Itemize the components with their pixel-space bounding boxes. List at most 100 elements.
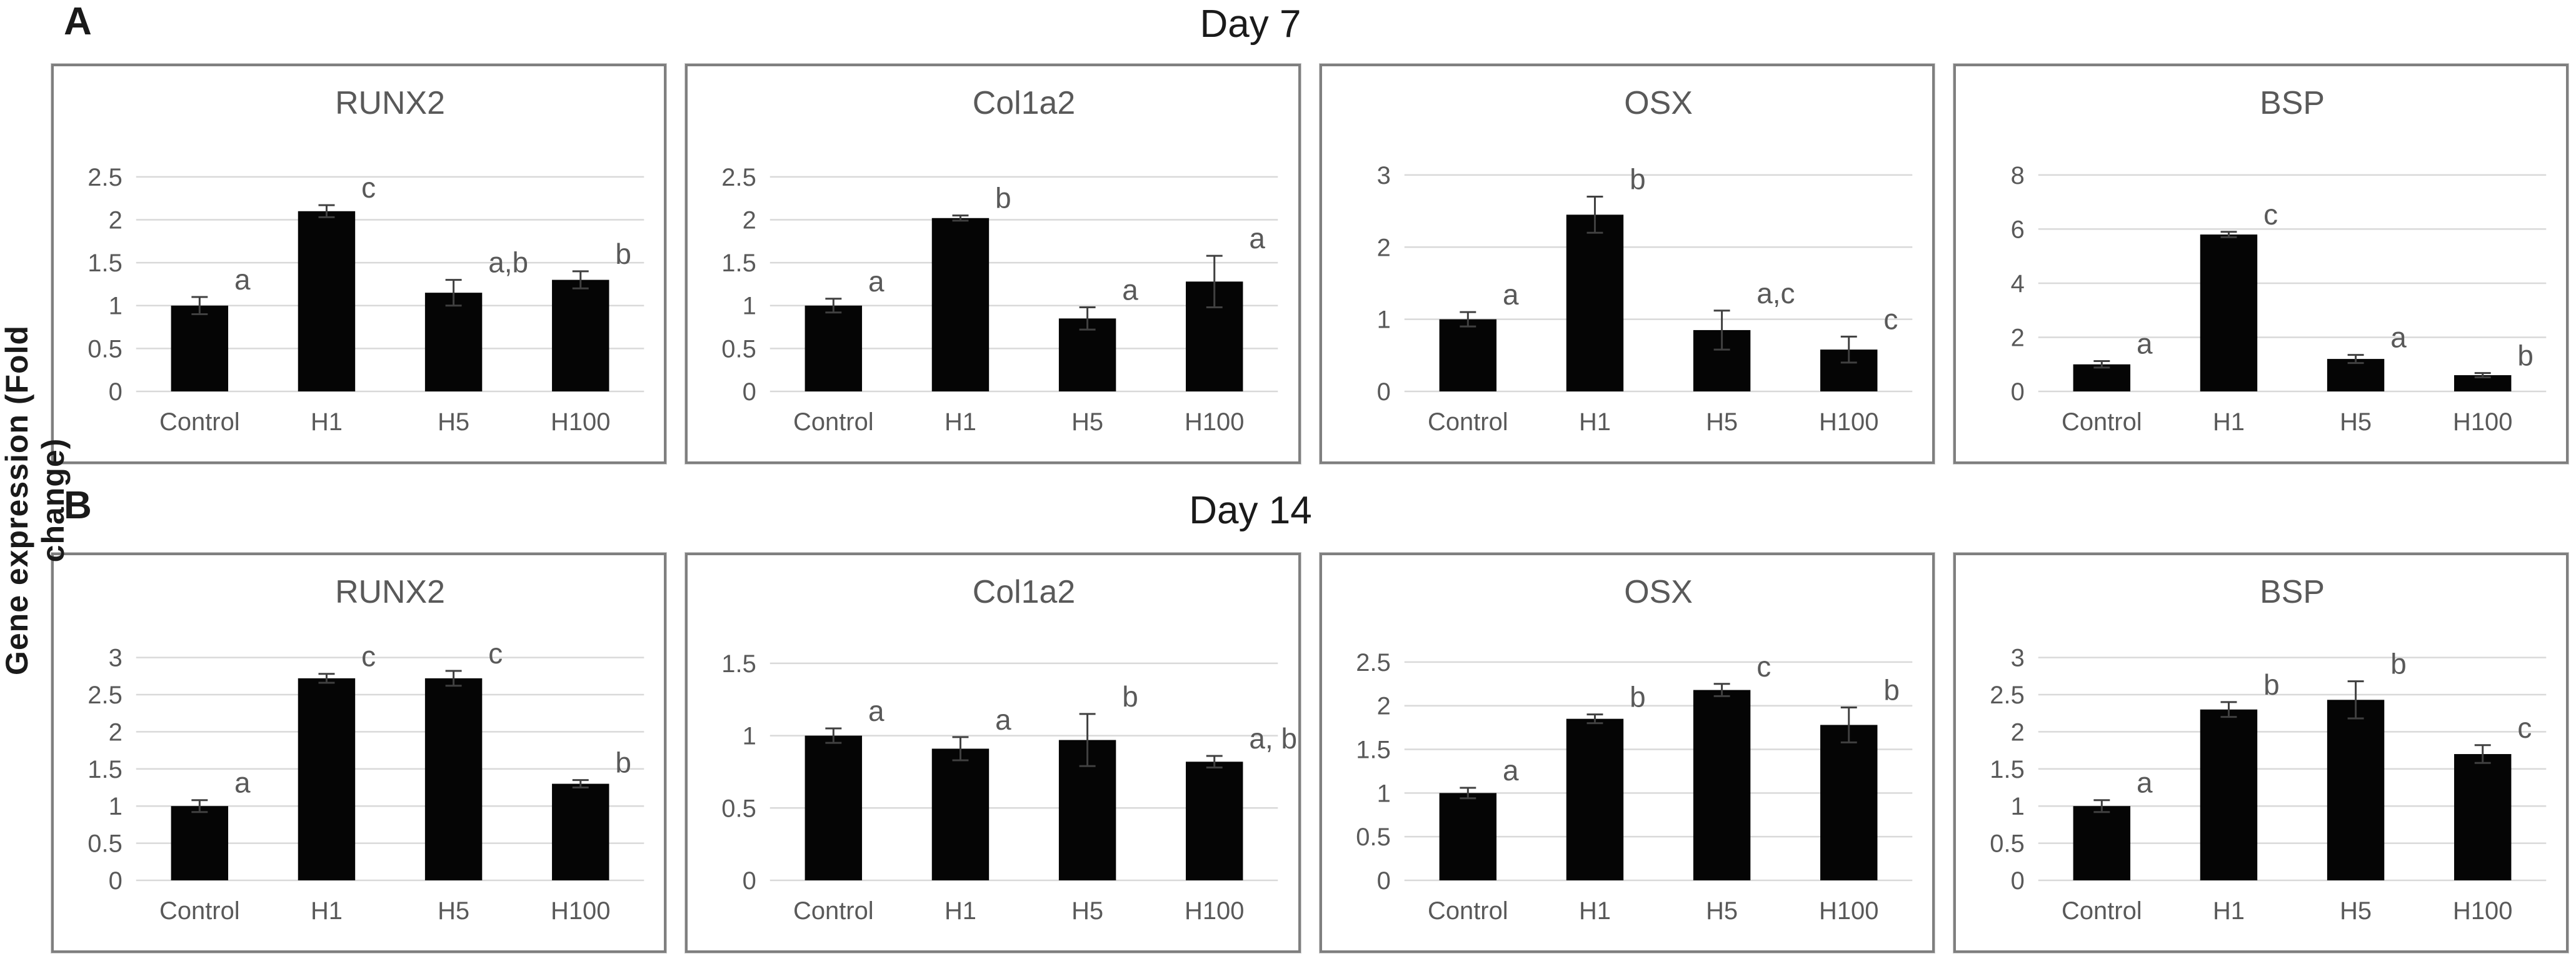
sig-letter: c [361,640,376,673]
sig-letter: b [1630,681,1646,713]
category-label: H100 [1819,408,1878,436]
sig-letter: c [2517,712,2532,744]
y-tick-label: 2 [1376,693,1390,720]
y-tick-label: 1 [743,723,756,750]
sig-letter: a [1123,273,1139,306]
bar [804,305,863,391]
category-label: H100 [1819,897,1878,925]
y-tick-label: 2.5 [1990,682,2024,709]
sig-letter: a [995,703,1011,736]
category-label: H1 [311,408,343,436]
bar [2327,359,2385,391]
y-tick-label: 6 [2010,216,2024,243]
category-label: H100 [2453,408,2512,436]
category-label: Control [2062,408,2142,436]
y-tick-label: 1 [109,793,123,820]
sig-letter: b [615,238,631,270]
bar [2073,806,2130,880]
sig-letter: c [361,171,376,204]
category-label: H5 [438,897,469,925]
bar [804,735,863,880]
y-tick-label: 0 [1376,867,1390,895]
y-tick-label: 3 [109,645,123,672]
y-tick-label: 0.5 [88,335,122,363]
sig-letter: a [234,263,251,296]
y-tick-label: 0.5 [722,795,756,822]
sig-letter: b [615,747,631,779]
chart-panel-bsp-day14: BSP 0 0.5 1 1.5 2 2.5 3 a Control b H1 b H5 c H100 [1952,552,2570,953]
y-tick-label: 1 [1376,780,1390,807]
category-label: Control [1427,408,1508,436]
chart-title: BSP [2260,85,2325,121]
category-label: H100 [1185,408,1244,436]
panels-row-day14: RUNX2 0 0.5 1 1.5 2 2.5 3 a Control c H1 c H5 b H100 Co… [50,552,2570,953]
y-tick-label: 0.5 [88,830,122,858]
y-tick-label: 1.5 [88,756,122,783]
sig-letter: c [488,637,503,670]
y-tick-label: 4 [2010,270,2024,298]
category-label: H5 [438,408,469,436]
y-tick-label: 2 [743,206,756,234]
y-tick-label: 1.5 [722,249,756,277]
category-label: H1 [945,408,976,436]
y-tick-label: 2.5 [88,164,122,191]
y-tick-label: 3 [2010,645,2024,672]
bar [171,806,229,880]
sig-letter: c [1883,303,1898,335]
y-tick-label: 2 [2010,718,2024,746]
bar [2200,709,2257,880]
chart-panel-col1a2-day7: Col1a2 0 0.5 1 1.5 2 2.5 a Control b H1 a H5 a H100 [684,63,1301,465]
sig-letter: a [1250,222,1266,254]
y-tick-label: 1 [2010,793,2024,820]
y-tick-label: 1 [109,293,123,320]
bar [2327,700,2385,880]
chart-panel-osx-day7: OSX 0 1 2 3 a Control b H1 a,c H5 c H100 [1318,63,1935,465]
y-tick-label: 2 [109,206,123,234]
bar [1059,318,1116,391]
chart-title: RUNX2 [335,574,445,610]
category-label: Control [159,897,240,925]
category-label: H5 [1071,897,1103,925]
sig-letter: b [2517,340,2533,372]
bar [552,279,609,391]
y-tick-label: 1.5 [88,249,122,277]
chart-panel-col1a2-day14: Col1a2 0 0.5 1 1.5 a Control a H1 b H5 a, b H100 [684,552,1301,953]
chart-panel-osx-day14: OSX 0 0.5 1 1.5 2 2.5 a Control b H1 c H5 b H100 [1318,552,1935,953]
sig-letter: a, b [1250,722,1298,755]
bar-chart-svg: BSP 0 0.5 1 1.5 2 2.5 3 a Control b H1 b H5 c H100 [1990,574,2547,925]
y-tick-label: 0 [743,378,756,406]
sig-letter: a [868,695,885,727]
bar [298,211,356,391]
y-tick-label: 2 [1376,234,1390,261]
y-tick-label: 1.5 [722,650,756,678]
y-tick-label: 2 [2010,324,2024,351]
sig-letter: b [995,182,1011,214]
y-tick-label: 0 [743,867,756,895]
bar-chart-svg: BSP 0 2 4 6 8 a Control c H1 a H5 b H100 [2010,85,2547,436]
sig-letter: a,b [488,246,528,279]
y-tick-label: 0 [109,378,123,406]
sig-letter: c [1757,650,1771,683]
bar-chart-svg: Col1a2 0 0.5 1 1.5 2 2.5 a Control b H1 a H5 a H100 [722,85,1278,436]
bar [2453,754,2512,880]
panel-letter-a: A [64,0,92,43]
category-label: H5 [2340,408,2372,436]
category-label: Control [159,408,240,436]
bar [932,218,990,391]
sig-letter: b [2263,668,2280,701]
sig-letter: a,c [1757,277,1795,309]
bar [2073,364,2130,391]
sig-letter: a [1503,278,1519,311]
y-tick-label: 0.5 [722,335,756,363]
category-label: H100 [2453,897,2512,925]
category-label: H5 [1071,408,1103,436]
panels-row-day7: RUNX2 0 0.5 1 1.5 2 2.5 a Control c H1 a,b H5 b H100 C… [50,63,2570,465]
panel-letter-b: B [64,484,92,527]
row-header-day7: A Day 7 [0,0,2576,64]
day14-title: Day 14 [1189,489,1312,532]
category-label: Control [1427,897,1508,925]
chart-panel-runx2-day7: RUNX2 0 0.5 1 1.5 2 2.5 a Control c H1 a,b H5 b H100 [50,63,668,465]
category-label: H5 [1706,408,1738,436]
bar [424,293,483,391]
sig-letter: a [2137,767,2153,799]
